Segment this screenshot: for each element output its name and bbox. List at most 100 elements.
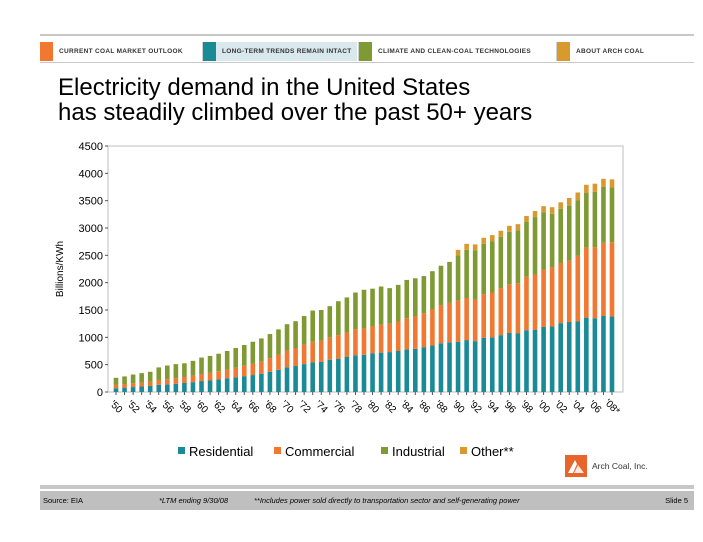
bar-commercial-40 [455, 300, 461, 342]
bar-residential-56 [592, 318, 598, 392]
bar-commercial-58 [609, 242, 615, 317]
bar-industrial-9 [190, 360, 196, 376]
bar-industrial-40 [455, 255, 461, 301]
y-tick-label: 0 [97, 387, 103, 399]
bar-commercial-54 [575, 255, 581, 322]
bar-residential-16 [250, 375, 256, 392]
bar-industrial-2 [130, 374, 136, 384]
bar-industrial-58 [609, 187, 615, 243]
bar-residential-42 [472, 341, 478, 392]
bar-residential-30 [370, 353, 375, 392]
x-tick-label: '74 [313, 399, 330, 416]
bar-residential-57 [601, 316, 606, 392]
tab-color-swatch [203, 42, 216, 61]
bar-residential-34 [404, 349, 410, 392]
bar-commercial-50 [541, 269, 546, 327]
bar-other-44 [489, 235, 495, 242]
tab-about-arch-coal[interactable]: ABOUT ARCH COAL [557, 42, 694, 61]
bar-residential-23 [310, 362, 315, 392]
bar-commercial-11 [207, 372, 213, 381]
bar-residential-58 [609, 316, 615, 392]
title-line-1: Electricity demand in the United States [58, 74, 471, 101]
bar-other-41 [464, 243, 469, 250]
tab-long-term-trends[interactable]: LONG-TERM TRENDS REMAIN INTACT [203, 42, 359, 61]
bar-residential-10 [199, 381, 204, 392]
bar-commercial-37 [430, 309, 435, 346]
bar-residential-15 [241, 376, 247, 392]
bar-industrial-28 [353, 292, 358, 330]
bar-residential-45 [498, 335, 504, 392]
bar-industrial-20 [284, 324, 290, 351]
legend-label-industrial: Industrial [392, 444, 445, 459]
bar-residential-20 [284, 367, 290, 392]
bar-industrial-52 [558, 208, 563, 263]
bar-industrial-5 [156, 367, 162, 380]
bar-commercial-16 [250, 363, 256, 376]
bar-commercial-35 [413, 316, 418, 349]
bar-residential-2 [130, 387, 136, 392]
bar-residential-36 [421, 347, 427, 392]
bar-industrial-0 [113, 377, 119, 385]
tab-color-swatch [40, 42, 53, 61]
bar-commercial-8 [182, 376, 187, 383]
bar-industrial-14 [233, 347, 239, 368]
bar-residential-31 [378, 352, 384, 392]
bar-other-45 [498, 230, 504, 237]
bar-residential-24 [318, 361, 324, 392]
bar-residential-55 [584, 317, 589, 392]
bar-industrial-30 [370, 288, 375, 327]
bar-commercial-0 [113, 384, 119, 389]
x-tick-label: '96 [501, 399, 518, 416]
bar-residential-41 [464, 340, 469, 392]
bar-residential-13 [224, 378, 230, 392]
slide-title: Electricity demand in the United States … [58, 75, 678, 125]
tab-current-coal-market-outlook[interactable]: CURRENT COAL MARKET OUTLOOK [40, 42, 203, 61]
bar-commercial-9 [190, 375, 196, 383]
y-tick-label: 3000 [79, 223, 103, 235]
bar-industrial-23 [310, 310, 315, 342]
x-tick-label: '84 [398, 399, 415, 416]
bar-commercial-36 [421, 313, 427, 348]
bar-industrial-48 [524, 221, 529, 277]
bar-industrial-50 [541, 212, 546, 270]
y-tick-label: 4500 [79, 141, 103, 153]
bar-industrial-29 [361, 289, 367, 329]
tab-climate-clean-coal[interactable]: CLIMATE AND CLEAN-COAL TECHNOLOGIES [359, 42, 557, 61]
bar-commercial-31 [378, 324, 384, 353]
bar-other-58 [609, 179, 615, 188]
footer-note-other: **Includes power sold directly to transp… [254, 496, 520, 505]
bar-commercial-29 [361, 328, 367, 355]
bar-industrial-41 [464, 249, 469, 298]
bar-other-54 [575, 192, 581, 201]
bar-commercial-4 [147, 381, 153, 386]
bar-industrial-15 [241, 344, 247, 366]
bar-other-55 [584, 184, 589, 194]
bar-commercial-23 [310, 341, 315, 363]
x-tick-label: '88 [432, 399, 449, 416]
bar-industrial-49 [532, 217, 538, 275]
bar-other-40 [455, 249, 461, 256]
bar-residential-6 [165, 384, 170, 392]
arch-coal-logo: Arch Coal, Inc. [565, 455, 685, 479]
x-tick-label: '94 [484, 399, 501, 416]
bar-residential-8 [182, 382, 187, 392]
bar-residential-3 [139, 386, 144, 392]
bar-industrial-31 [378, 286, 384, 325]
section-nav: CURRENT COAL MARKET OUTLOOK LONG-TERM TR… [40, 42, 694, 61]
x-tick-label: '92 [466, 399, 483, 416]
x-tick-label: '62 [210, 399, 227, 416]
bar-residential-44 [489, 337, 495, 392]
bar-commercial-45 [498, 288, 504, 336]
x-tick-label: '82 [381, 399, 398, 416]
bar-industrial-8 [182, 363, 187, 377]
bar-residential-53 [566, 322, 572, 392]
bar-commercial-18 [267, 358, 273, 372]
bar-industrial-33 [395, 284, 401, 322]
bar-residential-52 [558, 323, 563, 392]
bar-residential-32 [387, 352, 392, 392]
bar-commercial-12 [216, 371, 221, 380]
bar-industrial-46 [507, 231, 512, 285]
x-tick-label: '56 [159, 399, 176, 416]
bar-residential-40 [455, 341, 461, 392]
bar-residential-4 [147, 385, 153, 392]
